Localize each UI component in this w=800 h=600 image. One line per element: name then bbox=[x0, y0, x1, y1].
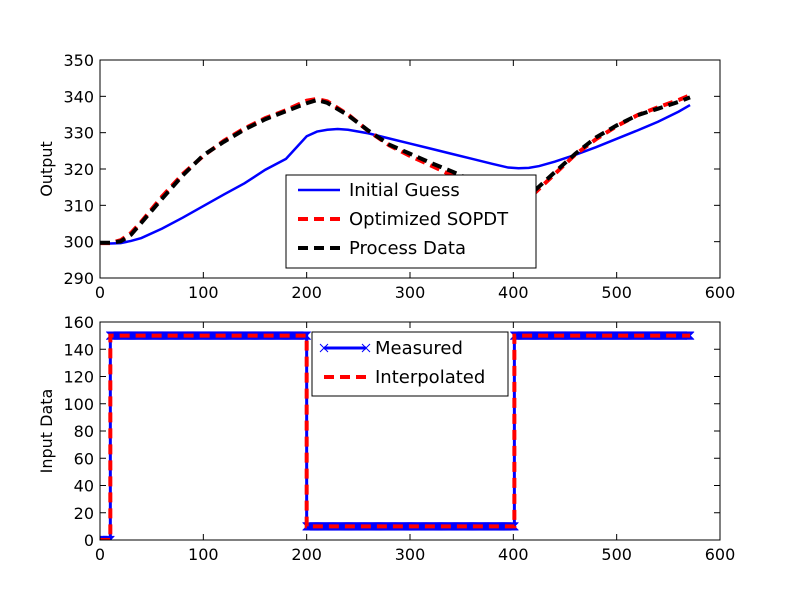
marker bbox=[685, 331, 695, 340]
x-tick-label: 300 bbox=[395, 283, 426, 302]
x-tick-label: 500 bbox=[601, 545, 632, 564]
y-tick-label: 20 bbox=[74, 504, 94, 523]
series-line-interpolated bbox=[100, 333, 691, 540]
y-tick-label: 60 bbox=[74, 449, 94, 468]
x-tick-label: 400 bbox=[498, 283, 529, 302]
marker bbox=[302, 331, 312, 340]
y-tick-label: 330 bbox=[63, 124, 94, 143]
series-line-process-data bbox=[100, 95, 691, 245]
marker bbox=[105, 535, 115, 540]
y-tick-label: 0 bbox=[84, 531, 94, 550]
x-tick-label: 400 bbox=[498, 545, 529, 564]
x-tick-label: 200 bbox=[291, 283, 322, 302]
x-tick-label: 200 bbox=[291, 545, 322, 564]
x-tick-label: 600 bbox=[705, 283, 736, 302]
legend-label-interpolated: Interpolated bbox=[375, 367, 485, 388]
y-tick-label: 320 bbox=[63, 160, 94, 179]
legend: Measured Interpolated bbox=[311, 331, 509, 397]
marker bbox=[104, 535, 114, 540]
y-tick-label: 300 bbox=[63, 233, 94, 252]
legend-box bbox=[311, 331, 509, 397]
legend-label-measured: Measured bbox=[375, 338, 463, 359]
y-tick-label: 80 bbox=[74, 422, 94, 441]
x-tick-label: 300 bbox=[395, 545, 426, 564]
y-tick-label: 290 bbox=[63, 269, 94, 288]
legend-label-initial-guess: Initial Guess bbox=[349, 180, 460, 201]
series-markers-measured bbox=[100, 331, 695, 540]
x-tick-label: 0 bbox=[95, 283, 105, 302]
y-tick-label: 40 bbox=[74, 477, 94, 496]
y-tick-label: 120 bbox=[63, 368, 94, 387]
marker bbox=[301, 331, 310, 340]
marker bbox=[103, 535, 113, 540]
y-tick-label: 340 bbox=[63, 87, 94, 106]
x-tick-label: 500 bbox=[601, 283, 632, 302]
y-axis-label: Input Data bbox=[37, 389, 56, 474]
y-tick-label: 160 bbox=[63, 313, 94, 332]
legend-marker bbox=[361, 343, 371, 353]
x-tick-label: 0 bbox=[95, 545, 105, 564]
y-tick-label: 100 bbox=[63, 395, 94, 414]
y-tick-label: 310 bbox=[63, 196, 94, 215]
x-tick-label: 100 bbox=[188, 283, 219, 302]
legend-label-process-data: Process Data bbox=[349, 238, 466, 259]
series-group bbox=[100, 331, 695, 540]
marker bbox=[101, 535, 111, 540]
legend: Initial Guess Optimized SOPDT Process Data bbox=[285, 174, 537, 269]
y-tick-label: 350 bbox=[63, 51, 94, 70]
x-tick-label: 600 bbox=[705, 545, 736, 564]
y-axis-label: Output bbox=[37, 141, 56, 197]
input-data-chart: 0 100 200 300 400 500 600 0 20 40 60 80 100 120 140 160… bbox=[37, 313, 735, 564]
series-group bbox=[100, 93, 691, 246]
legend-marker bbox=[319, 343, 329, 353]
output-chart: 0 100 200 300 400 500 600 290 300 310 320 330 340 350… bbox=[37, 51, 735, 302]
marker bbox=[102, 535, 112, 540]
legend-label-optimized-sopdt: Optimized SOPDT bbox=[349, 209, 509, 230]
y-tick-label: 140 bbox=[63, 340, 94, 359]
x-tick-label: 100 bbox=[188, 545, 219, 564]
